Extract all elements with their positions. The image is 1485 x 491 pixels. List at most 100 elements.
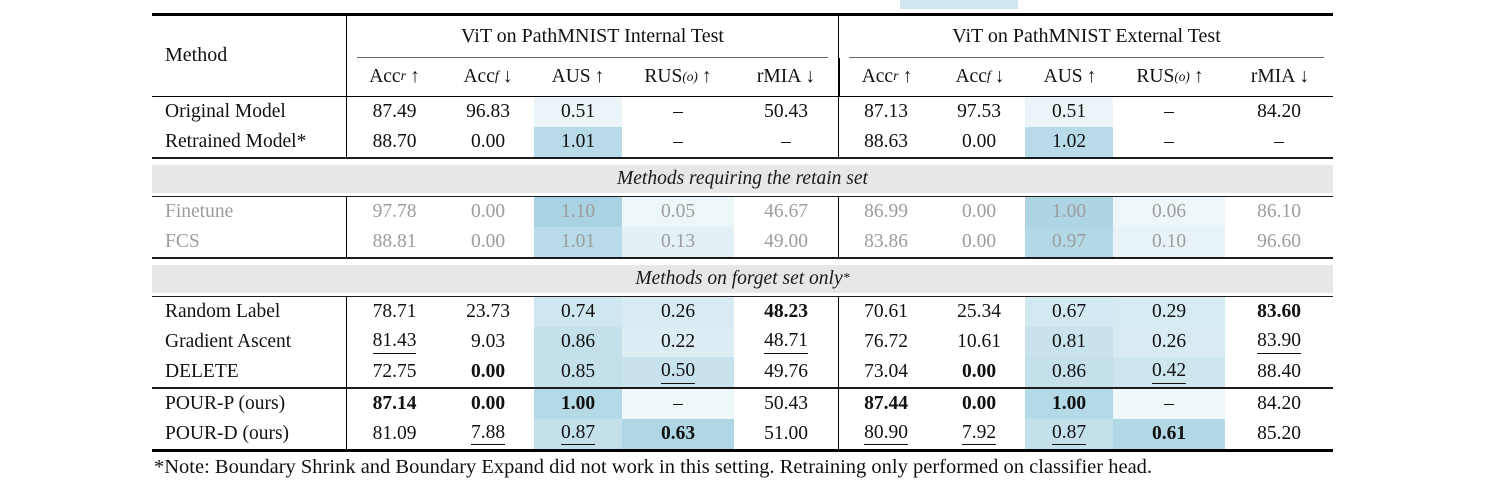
value-cell: 72.75 — [347, 357, 442, 387]
value-cell: 0.00 — [933, 389, 1025, 419]
cell-value: 0.10 — [1151, 231, 1187, 253]
group-header-underline — [849, 56, 1324, 58]
value-cell: 0.00 — [442, 127, 534, 157]
value-cell: 0.00 — [442, 197, 534, 227]
column-header: Acc f ↓ — [463, 65, 513, 87]
column-header: RUS (o) ↑ — [644, 65, 712, 87]
cell-value: 50.43 — [764, 101, 808, 123]
value-cell: 97.78 — [347, 197, 442, 227]
cell-value: 7.92 — [961, 422, 997, 446]
cell-value: 72.75 — [372, 361, 417, 383]
table-row: FCS 88.81 0.00 1.01 0.13 49.00 83.86 0.00 0.97 0.… — [152, 227, 1333, 258]
value-cell: 25.34 — [933, 297, 1025, 327]
value-cell: 0.87 — [1025, 418, 1113, 449]
value-cell: 83.86 — [838, 227, 933, 258]
cell-value: 1.00 — [1051, 392, 1087, 414]
value-cell: 1.00 — [1025, 197, 1113, 228]
cell-value: 46.67 — [764, 201, 808, 223]
cell-value: – — [781, 131, 791, 153]
column-header: Acc r ↑ — [369, 65, 420, 87]
value-cell: 0.05 — [622, 197, 734, 228]
cell-value: 73.04 — [864, 361, 908, 383]
cell-value: 0.00 — [470, 361, 506, 383]
cell-value: 1.00 — [1051, 201, 1087, 223]
value-cell: 76.72 — [838, 327, 933, 358]
value-cell: 48.23 — [734, 297, 838, 327]
method-cell: Retrained Model* — [152, 127, 347, 158]
value-cell: 49.76 — [734, 357, 838, 387]
method-cell: POUR-D (ours) — [152, 418, 347, 449]
cell-value: 81.43 — [372, 330, 417, 354]
cell-value: 70.61 — [864, 301, 908, 323]
section-header: Methods on forget set only * — [152, 264, 1333, 293]
value-cell: 87.13 — [838, 97, 933, 128]
up-arrow-icon: ↑ — [1193, 65, 1204, 87]
up-arrow-icon: ↑ — [701, 65, 712, 87]
cell-value: 23.73 — [466, 301, 510, 323]
value-cell: 88.70 — [347, 127, 442, 157]
cell-value: 88.70 — [372, 131, 417, 153]
table-row: Gradient Ascent 81.43 9.03 0.86 0.22 48.71 76.… — [152, 327, 1333, 358]
value-cell: 51.00 — [734, 419, 838, 449]
section-header: Methods requiring the retain set — [152, 164, 1333, 193]
value-cell: 88.81 — [347, 227, 442, 257]
cell-value: 0.00 — [961, 392, 997, 414]
value-cell: 0.61 — [1113, 418, 1225, 449]
value-cell: 50.43 — [734, 97, 838, 127]
value-cell: 0.10 — [1113, 227, 1225, 258]
cell-value: 76.72 — [864, 331, 908, 353]
value-cell: 83.90 — [1225, 327, 1333, 357]
value-cell: 87.44 — [838, 388, 933, 419]
cell-value: – — [673, 392, 683, 414]
cell-value: 9.03 — [470, 331, 506, 353]
cell-value: – — [673, 101, 683, 123]
cell-value: 0.97 — [1051, 231, 1087, 253]
cell-value: 1.01 — [560, 131, 596, 153]
cell-value: 88.40 — [1257, 361, 1301, 383]
cell-value: – — [1164, 131, 1174, 153]
down-arrow-icon: ↓ — [994, 65, 1005, 87]
value-cell: 81.43 — [347, 327, 442, 357]
cell-value: 0.00 — [961, 131, 997, 153]
value-cell: 0.26 — [622, 297, 734, 328]
value-cell: 0.00 — [442, 357, 534, 387]
value-cell: 1.02 — [1025, 127, 1113, 158]
cell-value: 0.61 — [1151, 422, 1187, 444]
cell-value: 0.00 — [470, 201, 506, 223]
cell-value: 50.43 — [764, 392, 808, 414]
value-cell: – — [1113, 127, 1225, 157]
value-cell: 83.60 — [1225, 297, 1333, 327]
column-header: RUS (o) ↑ — [1136, 65, 1204, 87]
value-cell: 23.73 — [442, 297, 534, 327]
cell-value: 0.87 — [1051, 422, 1087, 446]
cell-value: 87.14 — [372, 392, 417, 414]
cell-value: 97.78 — [372, 201, 417, 223]
value-cell: 1.00 — [534, 388, 622, 419]
cell-value: 0.05 — [660, 201, 696, 223]
value-cell: 0.29 — [1113, 297, 1225, 328]
value-cell: 0.87 — [534, 418, 622, 449]
method-cell: DELETE — [152, 357, 347, 388]
value-cell: 0.42 — [1113, 357, 1225, 388]
value-cell: 9.03 — [442, 327, 534, 357]
value-cell: 1.01 — [534, 227, 622, 258]
value-cell: 84.20 — [1225, 97, 1333, 127]
down-arrow-icon: ↓ — [1299, 65, 1310, 87]
cell-value: 84.20 — [1257, 101, 1301, 123]
cell-value: 51.00 — [764, 422, 808, 444]
cell-value: – — [1164, 101, 1174, 123]
down-arrow-icon: ↓ — [805, 65, 816, 87]
cell-value: 0.13 — [660, 231, 696, 253]
value-cell: 0.22 — [622, 327, 734, 358]
table-body: Original Model 87.49 96.83 0.51 – 50.43 87.13 9… — [152, 97, 1333, 449]
up-arrow-icon: ↑ — [1086, 65, 1097, 87]
highlight-artifact-bar — [900, 0, 1018, 9]
value-cell: 86.10 — [1225, 197, 1333, 227]
down-arrow-icon: ↓ — [502, 65, 513, 87]
cell-value: – — [1274, 131, 1284, 153]
results-table: Method ViT on PathMNIST Internal Test Acc r… — [152, 13, 1333, 479]
cell-value: 1.10 — [560, 201, 596, 223]
value-cell: 1.10 — [534, 197, 622, 228]
value-cell: 88.63 — [838, 127, 933, 158]
value-cell: – — [1225, 127, 1333, 157]
